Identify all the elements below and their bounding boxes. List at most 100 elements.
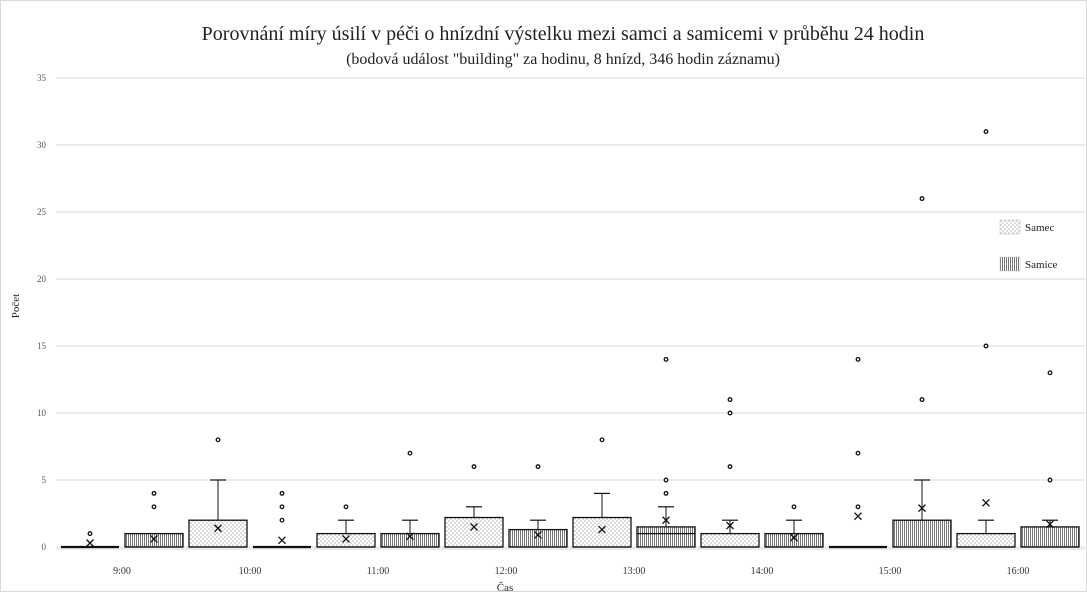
outlier-point bbox=[983, 129, 989, 135]
y-tick-label: 15 bbox=[37, 341, 47, 351]
mean-marker bbox=[1046, 520, 1054, 529]
legend-swatch-samice bbox=[999, 256, 1021, 272]
x-tick-label: 10:00 bbox=[239, 566, 262, 577]
outlier-point bbox=[727, 464, 733, 470]
mean-marker bbox=[470, 522, 478, 531]
mean-marker bbox=[534, 530, 542, 539]
box-samec-1600 bbox=[956, 129, 1016, 548]
outlier-point bbox=[727, 397, 733, 403]
box-samice-1100 bbox=[380, 450, 440, 548]
box bbox=[188, 519, 248, 548]
outlier-point bbox=[919, 196, 925, 202]
y-tick-label: 10 bbox=[37, 408, 47, 418]
box-samec-1300 bbox=[572, 437, 632, 548]
x-tick-label: 12:00 bbox=[495, 566, 518, 577]
box bbox=[572, 516, 632, 548]
box-samice-1500 bbox=[892, 196, 952, 548]
box bbox=[892, 519, 952, 548]
y-tick-label: 0 bbox=[42, 542, 47, 552]
mean-marker bbox=[214, 524, 222, 533]
outlier-point bbox=[215, 437, 221, 443]
outlier-point bbox=[1047, 370, 1053, 376]
mean-marker bbox=[918, 504, 926, 513]
mean-marker bbox=[406, 532, 414, 541]
mean-marker bbox=[598, 525, 606, 534]
box bbox=[444, 516, 504, 548]
box-series bbox=[61, 129, 1080, 549]
chart-title: Porovnání míry úsilí v péči o hnízdní vý… bbox=[202, 23, 925, 45]
x-tick-label: 9:00 bbox=[113, 566, 131, 577]
box-samec-1000 bbox=[188, 437, 248, 548]
box-samec-1400 bbox=[700, 397, 760, 548]
outlier-point bbox=[279, 504, 285, 510]
x-tick-label: 13:00 bbox=[623, 566, 646, 577]
outlier-point bbox=[279, 517, 285, 523]
box-samec-1200 bbox=[444, 464, 504, 548]
y-axis-label: Počet bbox=[10, 294, 22, 318]
mean-marker bbox=[278, 536, 286, 545]
box-samec-900 bbox=[61, 531, 119, 549]
outlier-point bbox=[791, 504, 797, 510]
chart-subtitle: (bodová událost "building" za hodinu, 8 … bbox=[346, 51, 780, 68]
mean-marker bbox=[854, 512, 862, 521]
outlier-point bbox=[919, 397, 925, 403]
mean-marker bbox=[790, 533, 798, 542]
legend-label-samec: Samec bbox=[1025, 222, 1054, 234]
box bbox=[124, 532, 184, 548]
mean-marker bbox=[662, 516, 670, 525]
outlier-point bbox=[663, 490, 669, 496]
outlier-point bbox=[727, 410, 733, 416]
mean-marker bbox=[150, 535, 158, 543]
box-samec-1100 bbox=[316, 504, 376, 548]
box bbox=[636, 526, 696, 548]
mean-marker bbox=[342, 535, 350, 543]
outlier-point bbox=[663, 477, 669, 483]
outlier-point bbox=[599, 437, 605, 443]
outlier-point bbox=[535, 464, 541, 470]
x-tick-label: 16:00 bbox=[1007, 566, 1030, 577]
box bbox=[700, 532, 760, 548]
box bbox=[316, 532, 376, 548]
outlier-point bbox=[663, 356, 669, 362]
box-samice-900 bbox=[124, 490, 184, 548]
y-tick-label: 25 bbox=[37, 207, 47, 217]
y-tick-label: 35 bbox=[37, 73, 47, 83]
mean-marker bbox=[86, 539, 94, 547]
x-tick-label: 15:00 bbox=[879, 566, 902, 577]
x-axis-label: Čas bbox=[497, 582, 514, 592]
x-axis-ticks: 9:00 10:00 11:00 12:00 13:00 14:00 15:00 16:00 bbox=[113, 566, 1029, 577]
x-tick-label: 14:00 bbox=[751, 566, 774, 577]
outlier-point bbox=[279, 490, 285, 496]
outlier-point bbox=[855, 450, 861, 456]
outlier-point bbox=[983, 343, 989, 349]
mean-marker bbox=[982, 498, 990, 507]
outlier-point bbox=[87, 531, 93, 537]
box bbox=[508, 528, 568, 548]
outlier-point bbox=[151, 490, 157, 496]
y-tick-label: 5 bbox=[42, 475, 47, 485]
outlier-point bbox=[151, 504, 157, 510]
mean-marker bbox=[726, 521, 734, 530]
outlier-point bbox=[855, 504, 861, 510]
y-tick-label: 30 bbox=[37, 140, 47, 150]
x-tick-label: 11:00 bbox=[367, 566, 389, 577]
outlier-point bbox=[1047, 477, 1053, 483]
box-samice-1300 bbox=[636, 356, 696, 548]
box-samec-1500 bbox=[829, 356, 887, 549]
legend-label-samice: Samice bbox=[1025, 259, 1057, 271]
box bbox=[956, 532, 1016, 548]
box-samice-1000 bbox=[253, 490, 311, 549]
box-samice-1600 bbox=[1020, 370, 1080, 548]
y-axis-ticks: 0 5 10 15 20 25 30 35 bbox=[37, 73, 47, 552]
y-tick-label: 20 bbox=[37, 274, 47, 284]
gridlines bbox=[56, 77, 1085, 550]
outlier-point bbox=[343, 504, 349, 510]
box bbox=[1020, 526, 1080, 548]
legend: Samec Samice bbox=[999, 219, 1057, 272]
box bbox=[764, 532, 824, 548]
legend-swatch-samec bbox=[999, 219, 1021, 235]
outlier-point bbox=[407, 450, 413, 456]
outlier-point bbox=[471, 464, 477, 470]
